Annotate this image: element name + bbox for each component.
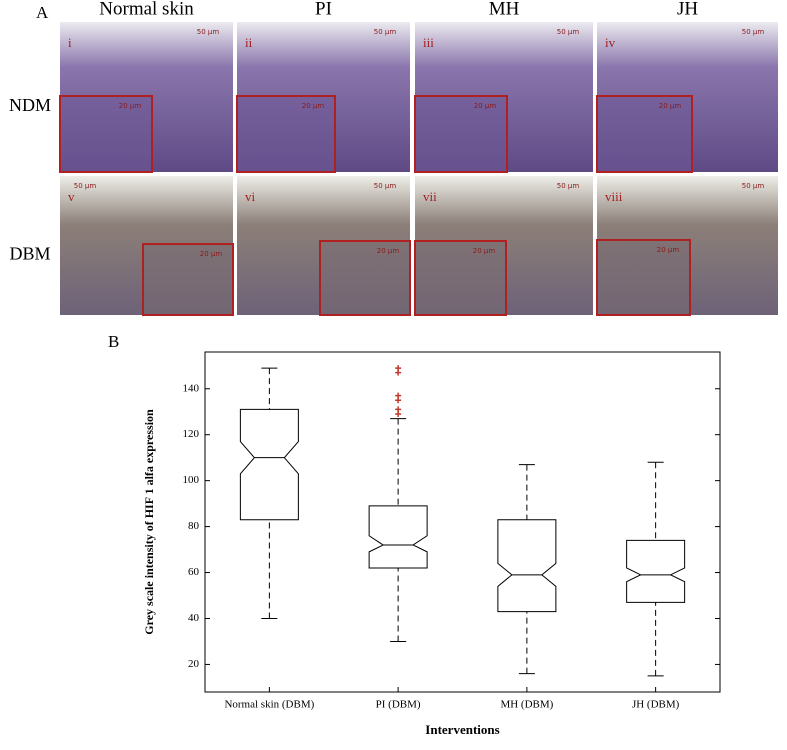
column-header: MH	[489, 0, 520, 19]
y-tick-label: 20	[188, 658, 200, 670]
inset-frame	[414, 240, 507, 316]
scale-bar-label: 50 μm	[374, 182, 397, 190]
row-label: DBM	[9, 244, 50, 264]
y-tick-label: 80	[188, 520, 200, 532]
y-axis-label: Grey scale intensity of HIF 1 alfa expre…	[142, 409, 156, 635]
x-tick-label: Normal skin (DBM)	[224, 699, 314, 711]
outlier	[395, 365, 402, 372]
x-tick-label: MH (DBM)	[500, 699, 553, 711]
y-tick-label: 100	[183, 474, 200, 486]
inset-frame	[319, 240, 411, 316]
y-tick-label: 40	[188, 612, 200, 624]
scale-bar-label: 50 μm	[557, 28, 580, 36]
inset-scale-label: 20 μm	[377, 247, 400, 255]
column-header: PI	[315, 0, 332, 19]
y-tick-label: 140	[183, 382, 200, 394]
panel-number: ii	[245, 35, 253, 50]
inset-frame	[142, 243, 234, 316]
panel-label: A	[36, 3, 49, 22]
inset-scale-label: 20 μm	[302, 102, 325, 110]
inset-scale-label: 20 μm	[657, 246, 680, 254]
panel-number: iv	[605, 35, 616, 50]
inset-frame	[596, 95, 693, 173]
box	[626, 539, 686, 603]
scale-bar-label: 50 μm	[197, 28, 220, 36]
box	[368, 505, 428, 569]
scale-bar-label: 50 μm	[374, 28, 397, 36]
outlier	[395, 392, 402, 399]
x-tick-label: PI (DBM)	[376, 699, 421, 711]
inset-scale-label: 20 μm	[200, 250, 223, 258]
scale-bar-label: 50 μm	[742, 182, 765, 190]
x-axis-label: Interventions	[425, 722, 499, 737]
y-tick-label: 120	[183, 428, 200, 440]
inset-frame	[414, 95, 508, 173]
panel-number: vi	[245, 189, 256, 204]
row-label: NDM	[9, 95, 51, 115]
column-header: Normal skin	[99, 0, 194, 19]
panel-number: vii	[423, 189, 437, 204]
panel-number: v	[68, 189, 75, 204]
box	[239, 408, 299, 521]
panel-number: iii	[423, 35, 434, 50]
inset-frame	[59, 95, 153, 173]
panel-label: B	[108, 332, 119, 351]
plot-frame	[204, 351, 721, 693]
inset-scale-label: 20 μm	[659, 102, 682, 110]
inset-scale-label: 20 μm	[474, 102, 497, 110]
scale-bar-label: 50 μm	[742, 28, 765, 36]
outlier	[395, 406, 402, 413]
y-tick-label: 60	[188, 566, 200, 578]
panel-number: viii	[605, 189, 623, 204]
x-tick-label: JH (DBM)	[632, 699, 680, 711]
inset-scale-label: 20 μm	[473, 247, 496, 255]
scale-bar-label: 50 μm	[557, 182, 580, 190]
inset-scale-label: 20 μm	[119, 102, 142, 110]
panel-number: i	[68, 35, 72, 50]
scale-bar-label: 50 μm	[74, 182, 97, 190]
box	[497, 519, 557, 613]
inset-frame	[596, 239, 691, 316]
inset-frame	[236, 95, 336, 173]
column-header: JH	[677, 0, 698, 19]
